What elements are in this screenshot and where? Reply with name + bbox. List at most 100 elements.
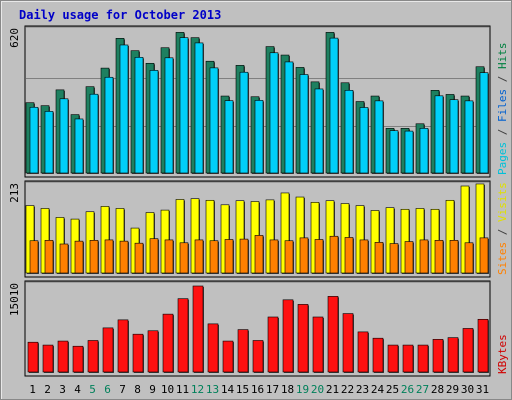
- legend-entry: /: [496, 122, 509, 142]
- bar-sites-day-22: [344, 237, 354, 274]
- bar-sites-day-3: [59, 243, 69, 274]
- bar-files-day-31: [479, 72, 489, 174]
- x-tick-22: 22: [341, 383, 354, 396]
- legend-entry: KBytes: [496, 334, 509, 374]
- bar-kbytes-day-17: [267, 316, 279, 373]
- bar-sites-day-11: [179, 242, 189, 274]
- bar-sites-day-14: [224, 239, 234, 274]
- x-tick-11: 11: [176, 383, 189, 396]
- bar-sites-day-26: [404, 241, 414, 274]
- x-tick-23: 23: [356, 383, 369, 396]
- bar-files-day-11: [179, 37, 189, 174]
- bar-kbytes-day-14: [222, 340, 234, 373]
- bar-kbytes-day-10: [162, 313, 174, 373]
- bar-files-day-29: [449, 99, 459, 174]
- bar-files-day-5: [89, 93, 99, 174]
- legend-kbytes: KBytes: [496, 334, 509, 374]
- bar-sites-day-19: [299, 237, 309, 274]
- bar-kbytes-day-21: [327, 296, 339, 373]
- bar-sites-day-29: [449, 240, 459, 274]
- bar-files-day-22: [344, 90, 354, 174]
- legend-entry: Sites: [496, 242, 509, 275]
- bar-kbytes-day-5: [87, 340, 99, 373]
- bar-sites-day-7: [119, 240, 129, 274]
- bar-kbytes-day-18: [282, 299, 294, 373]
- bar-kbytes-day-3: [57, 340, 69, 373]
- bar-files-day-9: [149, 70, 159, 174]
- x-tick-4: 4: [74, 383, 81, 396]
- bar-files-day-8: [134, 57, 144, 174]
- legend-entry: Pages: [496, 142, 509, 175]
- bar-sites-day-31: [479, 237, 489, 274]
- bar-kbytes-day-23: [357, 331, 369, 373]
- bar-files-day-10: [164, 57, 174, 174]
- x-tick-25: 25: [386, 383, 399, 396]
- bar-sites-day-12: [194, 239, 204, 274]
- bar-sites-day-1: [29, 240, 39, 274]
- x-tick-29: 29: [446, 383, 459, 396]
- bar-files-day-17: [269, 52, 279, 174]
- x-tick-26: 26: [401, 383, 414, 396]
- x-tick-31: 31: [476, 383, 489, 396]
- bar-sites-day-8: [134, 242, 144, 274]
- x-tick-16: 16: [251, 383, 264, 396]
- bar-sites-day-25: [389, 243, 399, 274]
- max-label-kbytes: 15010: [8, 283, 21, 316]
- bar-sites-day-23: [359, 239, 369, 274]
- x-tick-13: 13: [206, 383, 219, 396]
- bar-sites-day-20: [314, 239, 324, 274]
- legend-entry: Visits: [496, 182, 509, 222]
- bar-kbytes-day-15: [237, 329, 249, 373]
- bar-kbytes-day-1: [27, 341, 39, 373]
- bar-kbytes-day-4: [72, 345, 84, 373]
- x-tick-15: 15: [236, 383, 249, 396]
- bar-kbytes-day-24: [372, 337, 384, 373]
- x-tick-2: 2: [44, 383, 51, 396]
- bar-kbytes-day-20: [312, 316, 324, 373]
- bar-kbytes-day-19: [297, 304, 309, 373]
- chart-title: Daily usage for October 2013: [19, 8, 222, 22]
- bar-files-day-21: [329, 37, 339, 174]
- x-tick-21: 21: [326, 383, 339, 396]
- bar-kbytes-day-26: [402, 344, 414, 373]
- bar-files-day-26: [404, 130, 414, 174]
- x-tick-5: 5: [89, 383, 96, 396]
- bar-kbytes-day-25: [387, 344, 399, 373]
- bar-files-day-16: [254, 100, 264, 174]
- x-tick-28: 28: [431, 383, 444, 396]
- bar-files-day-24: [374, 100, 384, 174]
- x-tick-14: 14: [221, 383, 235, 396]
- bar-files-day-14: [224, 100, 234, 174]
- max-label-pages-files-hits: 620: [8, 28, 21, 48]
- bar-sites-day-10: [164, 239, 174, 274]
- x-tick-20: 20: [311, 383, 324, 396]
- x-tick-17: 17: [266, 383, 279, 396]
- x-tick-8: 8: [134, 383, 141, 396]
- bar-sites-day-4: [74, 240, 84, 274]
- bar-kbytes-day-27: [417, 344, 429, 373]
- bar-files-day-3: [59, 98, 69, 174]
- bar-kbytes-day-11: [177, 298, 189, 373]
- bar-kbytes-day-16: [252, 340, 264, 373]
- x-tick-9: 9: [149, 383, 156, 396]
- bar-files-day-15: [239, 71, 249, 174]
- bar-kbytes-day-29: [447, 337, 459, 373]
- bar-kbytes-day-28: [432, 339, 444, 373]
- bar-kbytes-day-2: [42, 344, 54, 373]
- bar-files-day-18: [284, 61, 294, 174]
- x-tick-10: 10: [161, 383, 174, 396]
- bar-sites-day-2: [44, 240, 54, 274]
- bar-files-day-2: [44, 111, 54, 174]
- bar-files-day-1: [29, 106, 39, 174]
- bar-files-day-28: [434, 95, 444, 174]
- bar-sites-day-28: [434, 240, 444, 274]
- x-tick-1: 1: [29, 383, 36, 396]
- bar-kbytes-day-7: [117, 319, 129, 373]
- bar-sites-day-6: [104, 239, 114, 274]
- bar-kbytes-day-30: [462, 328, 474, 373]
- legend-entry: /: [496, 69, 509, 89]
- legend-entry: Files: [496, 89, 509, 122]
- x-tick-12: 12: [191, 383, 204, 396]
- bar-sites-day-16: [254, 235, 264, 274]
